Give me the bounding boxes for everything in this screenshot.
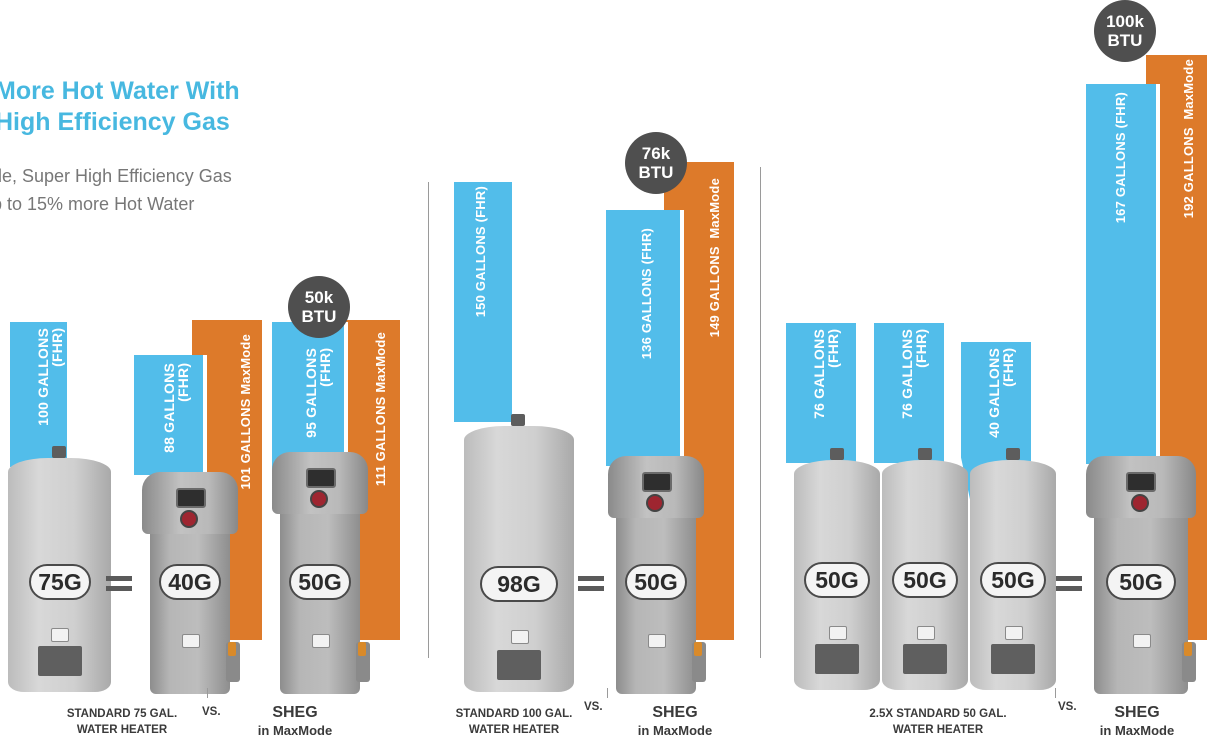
bar-standard-50-b-fhr: 76 GALLONS (FHR) bbox=[874, 323, 944, 463]
vs-tick bbox=[207, 688, 208, 698]
page-title: More Hot Water With High Efficiency Gas bbox=[0, 77, 240, 136]
panel-divider-1 bbox=[428, 182, 429, 658]
panel-divider-2 bbox=[760, 167, 761, 658]
btu-badge: 50k BTU bbox=[288, 276, 350, 338]
sheg-title: SHEG bbox=[1114, 704, 1160, 721]
bar-label: 76 GALLONS (FHR) bbox=[811, 329, 841, 419]
btu-badge-text: 76k BTU bbox=[638, 144, 674, 182]
control-knob bbox=[829, 626, 847, 640]
display-screen bbox=[176, 488, 206, 508]
vs-label: VS. bbox=[1058, 701, 1077, 713]
sheg-subtitle: in MaxMode bbox=[257, 723, 333, 738]
vs-label: VS. bbox=[202, 706, 221, 718]
brand-logo bbox=[1131, 494, 1149, 512]
tank-flue-cap bbox=[830, 448, 844, 460]
control-knob bbox=[1133, 634, 1151, 648]
control-knob bbox=[648, 634, 666, 648]
access-panel bbox=[991, 644, 1035, 674]
sheg-40-heater: 40G bbox=[142, 472, 240, 694]
tank-size-badge: 50G bbox=[804, 562, 870, 598]
standard-caption: STANDARD 75 GAL. WATER HEATER bbox=[66, 708, 178, 736]
sheg-subtitle: in MaxMode bbox=[637, 723, 713, 738]
access-panel bbox=[38, 646, 82, 676]
sheg-title: SHEG bbox=[272, 704, 318, 721]
sheg-title: SHEG bbox=[652, 704, 698, 721]
tank-size-badge: 50G bbox=[289, 564, 351, 600]
tank-size-badge: 50G bbox=[1106, 564, 1176, 600]
bar-label: 100 GALLONS (FHR) bbox=[35, 328, 65, 426]
bar-label: 136 GALLONS (FHR) bbox=[639, 228, 654, 360]
standard-caption: 2.5X STANDARD 50 GAL. WATER HEATER bbox=[869, 708, 1007, 736]
bar-label: 167 GALLONS (FHR) bbox=[1113, 92, 1128, 224]
access-panel bbox=[815, 644, 859, 674]
btu-badge: 76k BTU bbox=[625, 132, 687, 194]
sheg-caption: SHEG in MaxMode bbox=[1082, 703, 1192, 739]
sheg-subtitle: in MaxMode bbox=[1099, 723, 1175, 738]
standard-50-tank-c: 50G bbox=[970, 448, 1056, 690]
tank-size-badge: 50G bbox=[980, 562, 1046, 598]
bar-label: 40 GALLONS (FHR) bbox=[986, 348, 1016, 438]
vs-label: VS. bbox=[584, 701, 603, 713]
brass-fitting bbox=[358, 642, 366, 656]
tank-flue-cap bbox=[918, 448, 932, 460]
btu-badge-text: 50k BTU bbox=[301, 288, 337, 326]
bar-label: 150 GALLONS (FHR) bbox=[473, 186, 488, 318]
standard-50-tank-b: 50G bbox=[882, 448, 968, 690]
bar-sheg-fhr: 167 GALLONS (FHR) bbox=[1086, 84, 1160, 464]
bar-label: 111 GALLONS MaxMode bbox=[373, 332, 388, 487]
btu-badge-text: 100k BTU bbox=[1106, 12, 1144, 50]
brass-fitting bbox=[694, 642, 702, 656]
bar-standard-50-a-fhr: 76 GALLONS (FHR) bbox=[786, 323, 856, 463]
control-knob bbox=[182, 634, 200, 648]
sheg-caption: SHEG in MaxMode bbox=[620, 703, 730, 739]
tank-size-badge: 50G bbox=[892, 562, 958, 598]
bar-standard-75-fhr: 100 GALLONS (FHR) bbox=[10, 322, 67, 467]
bar-label: 95 GALLONS (FHR) bbox=[303, 348, 333, 438]
bar-sheg50-fhr: 95 GALLONS (FHR) bbox=[272, 322, 348, 472]
sheg-heater: 50G bbox=[1086, 456, 1196, 694]
bar-label: 101 GALLONS MaxMode bbox=[238, 334, 253, 490]
bar-label: 88 GALLONS (FHR) bbox=[161, 363, 191, 453]
tank-flue-cap bbox=[52, 446, 66, 458]
sheg-heater: 50G bbox=[608, 456, 706, 694]
control-knob bbox=[511, 630, 529, 644]
control-knob bbox=[917, 626, 935, 640]
bar-label: 149 GALLONS MaxMode bbox=[707, 178, 722, 338]
tank-size-badge: 40G bbox=[159, 564, 221, 600]
bar-sheg-fhr: 136 GALLONS (FHR) bbox=[606, 210, 684, 466]
display-screen bbox=[1126, 472, 1156, 492]
brass-fitting bbox=[228, 642, 236, 656]
control-knob bbox=[312, 634, 330, 648]
tank-size-badge: 50G bbox=[625, 564, 687, 600]
vs-tick bbox=[1055, 688, 1056, 698]
bar-label: 76 GALLONS (FHR) bbox=[899, 329, 929, 419]
brand-logo bbox=[646, 494, 664, 512]
tank-flue-cap bbox=[511, 414, 525, 426]
sheg-50-heater: 50G bbox=[272, 452, 370, 694]
display-screen bbox=[642, 472, 672, 492]
brass-fitting bbox=[1184, 642, 1192, 656]
btu-badge: 100k BTU bbox=[1094, 0, 1156, 62]
standard-caption: STANDARD 100 GAL. WATER HEATER bbox=[455, 708, 573, 736]
control-knob bbox=[1005, 626, 1023, 640]
access-panel bbox=[903, 644, 947, 674]
bar-label: 192 GALLONS MaxMode bbox=[1181, 59, 1196, 219]
bar-standard-100-fhr: 150 GALLONS (FHR) bbox=[454, 182, 512, 422]
tank-size-badge: 98G bbox=[480, 566, 558, 602]
tank-flue-cap bbox=[1006, 448, 1020, 460]
brand-logo bbox=[310, 490, 328, 508]
vs-tick bbox=[607, 688, 608, 698]
bar-sheg40-fhr: 88 GALLONS (FHR) bbox=[134, 355, 207, 475]
standard-100-tank: 98G bbox=[464, 414, 574, 692]
control-knob bbox=[51, 628, 69, 642]
tank-body bbox=[464, 426, 574, 692]
access-panel bbox=[497, 650, 541, 680]
sheg-caption: SHEG in MaxMode bbox=[240, 703, 350, 739]
tank-size-badge: 75G bbox=[29, 564, 91, 600]
display-screen bbox=[306, 468, 336, 488]
page-subtitle: de, Super High Efficiency Gas p to 15% m… bbox=[0, 166, 232, 214]
standard-75-tank: 75G bbox=[8, 446, 111, 692]
brand-logo bbox=[180, 510, 198, 528]
standard-50-tank-a: 50G bbox=[794, 448, 880, 690]
